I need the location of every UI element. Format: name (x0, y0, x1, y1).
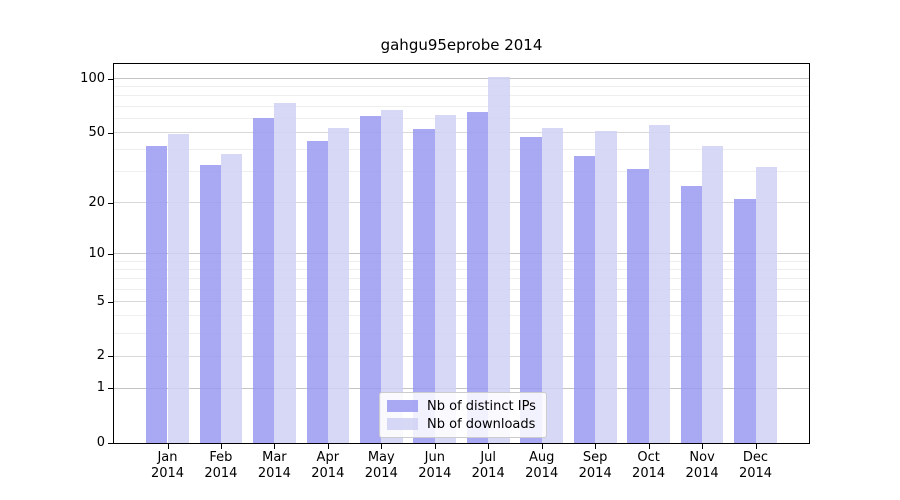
bar-downloads-may (381, 109, 403, 443)
xtick-label-mar: Mar 2014 (257, 450, 291, 481)
ytick-mark-100 (108, 78, 113, 80)
xtick-mark-sep (595, 444, 597, 449)
bar-downloads-sep (595, 130, 617, 443)
ytick-mark-10 (108, 253, 113, 255)
legend-item-downloads: Nb of downloads (380, 415, 546, 433)
legend-label-downloads: Nb of downloads (427, 416, 536, 432)
chart-title: gahgu95eprobe 2014 (380, 36, 543, 54)
legend-swatch-distinct-ips (387, 400, 418, 412)
xtick-label-jul: Jul 2014 (471, 450, 505, 481)
xtick-label-nov: Nov 2014 (685, 450, 719, 481)
xtick-mark-jul (488, 444, 490, 449)
xtick-mark-apr (327, 444, 329, 449)
gridline-y-40 (114, 149, 809, 151)
bar-ips-jan (146, 145, 168, 443)
xtick-mark-jan (167, 444, 169, 449)
gridline-y-5 (114, 300, 809, 302)
bar-downloads-jan (167, 134, 189, 443)
ytick-label-0: 0 (96, 435, 105, 450)
gridline-y-50 (114, 131, 809, 133)
gridline-y-90 (114, 86, 809, 88)
ytick-mark-0 (108, 443, 113, 444)
ytick-label-50: 50 (88, 124, 105, 140)
bar-ips-nov (680, 185, 703, 443)
bar-downloads-dec (755, 166, 777, 443)
bar-downloads-apr (327, 128, 350, 443)
gridline-y-30 (114, 171, 809, 173)
gridline-y-1 (114, 387, 809, 389)
gridline-y-8 (114, 268, 809, 270)
bar-ips-apr (306, 140, 328, 443)
gridline-y-80 (114, 95, 809, 97)
bar-ips-sep (573, 155, 596, 443)
gridline-y-2 (114, 355, 809, 357)
xtick-mark-dec (755, 444, 757, 449)
xtick-label-oct: Oct 2014 (632, 450, 666, 481)
bar-downloads-jun (434, 114, 457, 443)
ytick-mark-20 (108, 202, 113, 204)
plot-area (113, 63, 810, 444)
bar-downloads-mar (274, 103, 296, 443)
gridline-y-6 (114, 288, 809, 290)
bar-downloads-oct (648, 125, 670, 443)
gridline-y-3 (114, 333, 809, 334)
xtick-label-dec: Dec 2014 (738, 450, 773, 481)
gridline-y-20 (114, 202, 809, 204)
bar-downloads-aug (541, 128, 564, 443)
legend-label-distinct-ips: Nb of distinct IPs (427, 398, 536, 414)
gridline-y-60 (114, 117, 809, 119)
xtick-mark-jun (434, 444, 436, 449)
ytick-mark-50 (108, 132, 113, 134)
bar-downloads-nov (702, 145, 724, 443)
xtick-label-may: May 2014 (364, 450, 398, 481)
xtick-mark-feb (220, 444, 222, 449)
xtick-label-jan: Jan 2014 (150, 450, 185, 481)
ytick-label-5: 5 (96, 293, 105, 309)
ytick-mark-5 (108, 301, 113, 303)
ytick-label-1: 1 (96, 380, 105, 396)
legend-swatch-downloads (387, 418, 418, 430)
bar-ips-oct (627, 169, 649, 443)
bar-ips-may (359, 115, 382, 443)
ytick-label-2: 2 (96, 348, 105, 364)
xtick-mark-nov (702, 444, 704, 449)
xtick-mark-may (381, 444, 383, 449)
xtick-label-sep: Sep 2014 (578, 450, 612, 481)
bar-ips-feb (199, 164, 221, 443)
ytick-label-10: 10 (88, 245, 105, 261)
bar-ips-aug (520, 137, 542, 443)
ytick-mark-1 (108, 388, 113, 390)
xtick-mark-oct (648, 444, 650, 449)
bar-ips-dec (734, 198, 756, 443)
ytick-label-20: 20 (88, 194, 105, 210)
bar-ips-jul (466, 112, 489, 443)
xtick-mark-mar (274, 444, 276, 449)
gridline-y-4 (114, 315, 809, 317)
gridline-y-70 (114, 105, 809, 107)
xtick-label-jun: Jun 2014 (418, 450, 452, 481)
gridline-y-9 (114, 260, 809, 262)
gridline-y-10 (114, 253, 809, 255)
ytick-label-100: 100 (80, 70, 105, 86)
bar-downloads-jul (488, 77, 510, 443)
legend: Nb of distinct IPs Nb of downloads (379, 392, 547, 438)
xtick-mark-aug (541, 444, 543, 449)
bar-ips-jun (413, 129, 435, 443)
ytick-mark-2 (108, 356, 113, 358)
xtick-label-feb: Feb 2014 (204, 450, 238, 481)
bar-downloads-feb (220, 153, 243, 443)
legend-item-distinct-ips: Nb of distinct IPs (380, 397, 546, 415)
gridline-y-7 (114, 278, 809, 280)
xtick-label-apr: Apr 2014 (311, 450, 345, 481)
xtick-label-aug: Aug 2014 (525, 450, 559, 481)
gridline-y-100 (114, 78, 809, 79)
bar-ips-mar (253, 118, 275, 443)
